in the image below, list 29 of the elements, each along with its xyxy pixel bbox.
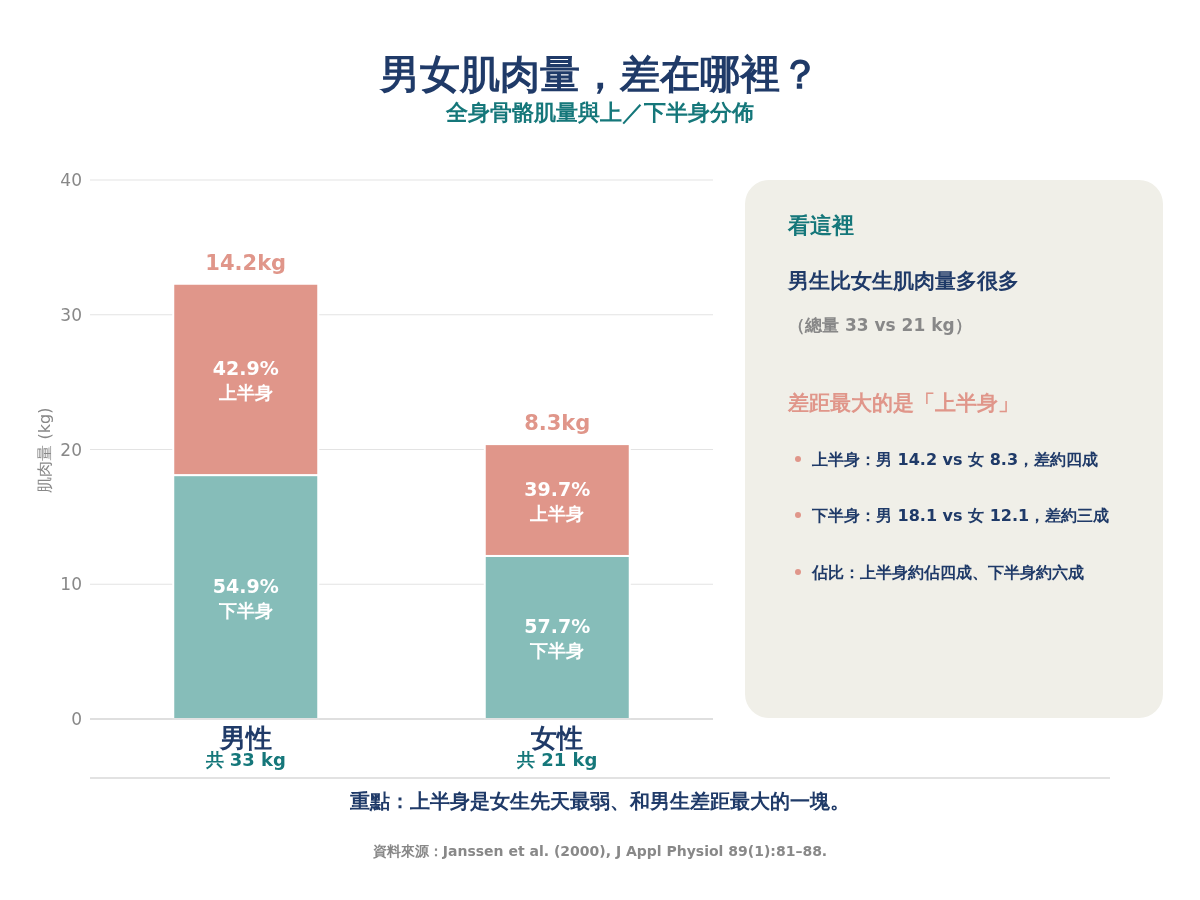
y-tick-label: 10	[60, 574, 82, 595]
y-tick-label: 0	[71, 709, 82, 729]
data-label: 8.3kg	[524, 411, 591, 436]
annotation: 54.9%	[212, 575, 279, 598]
text: 下半身	[530, 640, 585, 662]
chart-title: 男女肌肉量，差在哪裡？	[379, 51, 820, 97]
text: 佔比：上半身約佔四成、下半身約六成	[811, 563, 1084, 582]
y-axis-title: 肌肉量 (kg)	[35, 407, 54, 493]
series-label: 下半身	[217, 600, 273, 622]
y-tick-label: 30	[60, 304, 82, 325]
text: 下半身：男 18.1 vs 女 12.1，差約三成	[811, 506, 1110, 525]
text: 重點：上半身是女生先天最弱、和男生差距最大的一塊。	[349, 789, 850, 813]
text: 上半身	[218, 382, 273, 404]
text: 上半身：男 14.2 vs 女 8.3，差約四成	[811, 450, 1099, 469]
x-tick-label: 男性	[218, 723, 272, 753]
x-tick-label: 女性	[530, 723, 584, 753]
annotation: 39.7%	[524, 478, 591, 501]
text: 男生比女生肌肉量多很多	[787, 269, 1019, 293]
data-label: 14.2kg	[205, 250, 287, 275]
y-tick-label: 20	[60, 439, 82, 460]
series-label: 上半身	[529, 503, 585, 525]
annotation: 42.9%	[212, 357, 279, 380]
source-note: 資料來源：Janssen et al. (2000), J Appl Physiol 89(1):81–88.	[371, 843, 828, 859]
text: 差距最大的是「上半身」	[787, 391, 1019, 415]
chart-subtitle: 全身骨骼肌量與上／下半身分佈	[445, 100, 754, 125]
annotation: 57.7%	[524, 615, 591, 638]
y-tick-label: 40	[60, 170, 82, 190]
text: 看這裡	[787, 213, 854, 238]
text: （總量 33 vs 21 kg）	[788, 315, 972, 335]
